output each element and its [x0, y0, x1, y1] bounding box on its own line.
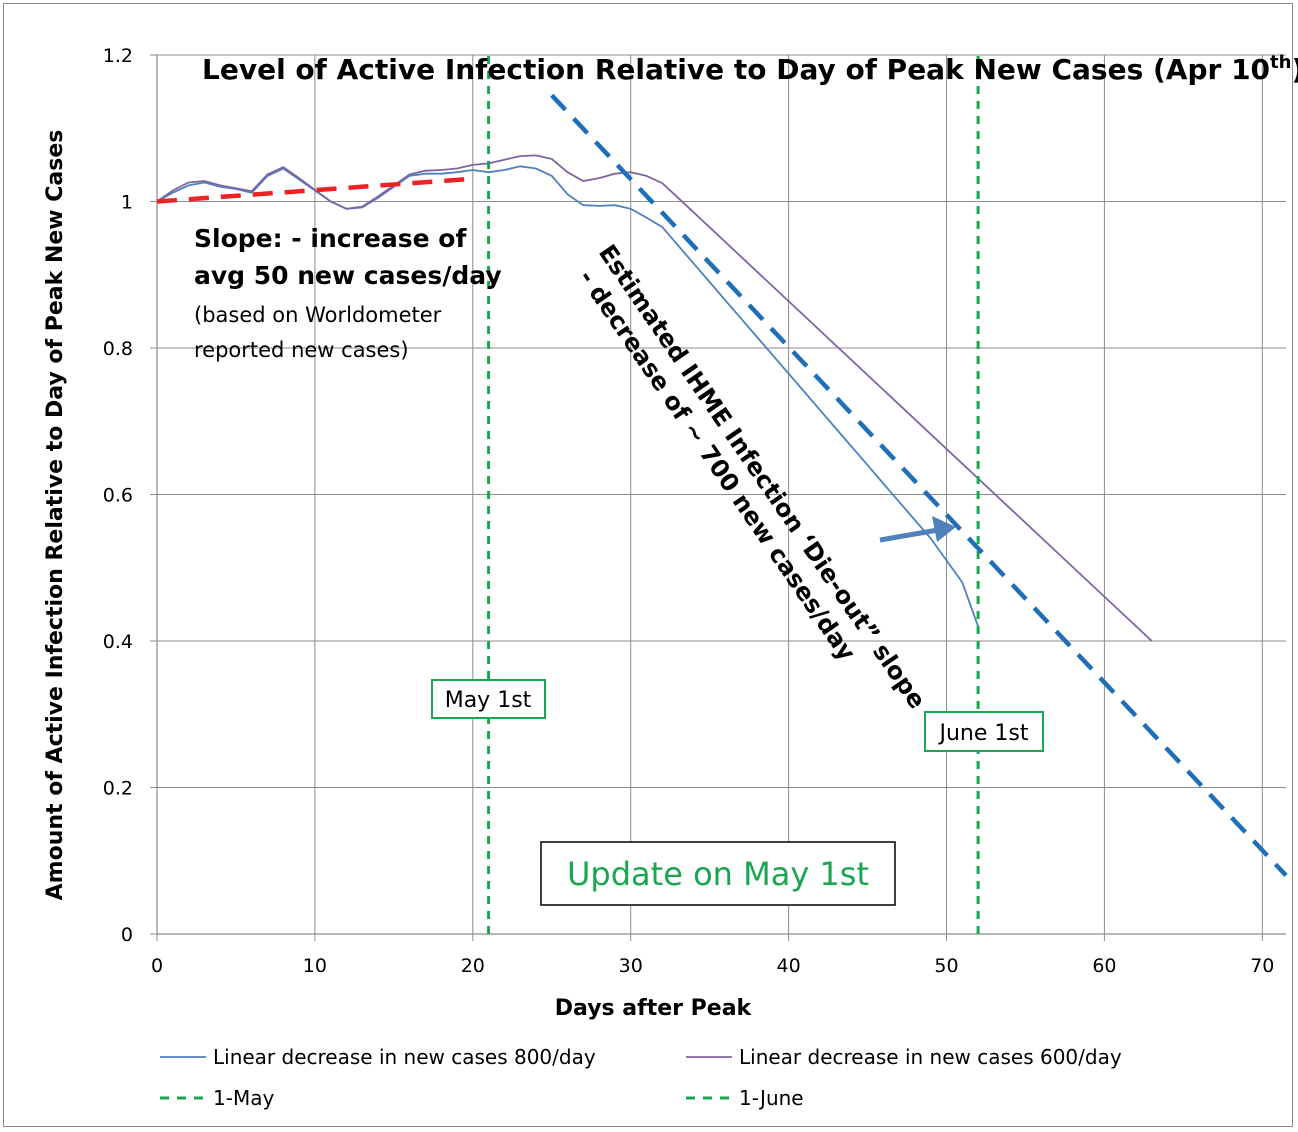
x-axis-label: Days after Peak — [555, 996, 753, 1021]
x-tick-label: 40 — [777, 955, 801, 977]
red-trend-line — [156, 176, 473, 204]
june-1st-label: June 1st — [938, 721, 1029, 746]
update-label: Update on May 1st — [567, 855, 869, 893]
legend-item-label: 1-May — [213, 1086, 274, 1110]
x-tick-label: 30 — [619, 955, 643, 977]
may-1st-box — [431, 679, 546, 719]
slope-annotation-line1: Slope: - increase of — [194, 224, 467, 253]
june-1st-box — [924, 711, 1044, 752]
y-tick-label: 1 — [121, 192, 133, 214]
series-line-2 — [156, 154, 1153, 642]
arrow-annotation — [879, 516, 956, 543]
y-tick-label: 0.4 — [103, 631, 133, 653]
x-tick-label: 70 — [1250, 955, 1274, 977]
series-line-1 — [156, 165, 979, 627]
y-tick-label: 0.2 — [103, 778, 133, 800]
ihme-trend-line — [550, 93, 1288, 877]
legend: Linear decrease in new cases 800/day Line… — [160, 1045, 1122, 1110]
may-1st-label: May 1st — [445, 688, 532, 713]
basis-annotation-line2: reported new cases) — [194, 338, 409, 362]
x-tick-label: 0 — [151, 955, 163, 977]
y-tick-label: 1.2 — [103, 45, 133, 67]
ihme-annotation-line1: Estimated IHME Infection ‘Die-out” slope — [593, 240, 931, 714]
y-axis-label: Amount of Active Infection Relative to D… — [43, 130, 68, 901]
tick-labels: 0 0.2 0.4 0.6 0.8 1 1.2 0 10 20 30 40 50 60 70 — [103, 45, 1275, 977]
y-tick-label: 0.6 — [103, 485, 133, 507]
basis-annotation-line1: (based on Worldometer — [194, 303, 442, 327]
slope-annotation-line2: avg 50 new cases/day — [194, 261, 502, 290]
legend-item-label: Linear decrease in new cases 600/day — [739, 1045, 1122, 1069]
x-tick-label: 60 — [1092, 955, 1116, 977]
series-layer — [156, 55, 1288, 934]
x-tick-label: 10 — [303, 955, 327, 977]
grid — [157, 54, 1286, 935]
legend-item-label: 1-June — [739, 1086, 804, 1110]
chart-frame — [3, 3, 1293, 1127]
update-box — [540, 841, 896, 906]
legend-item-label: Linear decrease in new cases 800/day — [213, 1045, 596, 1069]
x-tick-label: 20 — [461, 955, 485, 977]
y-tick-label: 0 — [121, 924, 133, 946]
y-tick-label: 0.8 — [103, 338, 133, 360]
chart-title: Level of Active Infection Relative to Da… — [202, 52, 1298, 86]
ihme-annotation-line2: - decrease of ~ 700 new cases/day — [573, 265, 861, 667]
x-tick-label: 50 — [934, 955, 958, 977]
